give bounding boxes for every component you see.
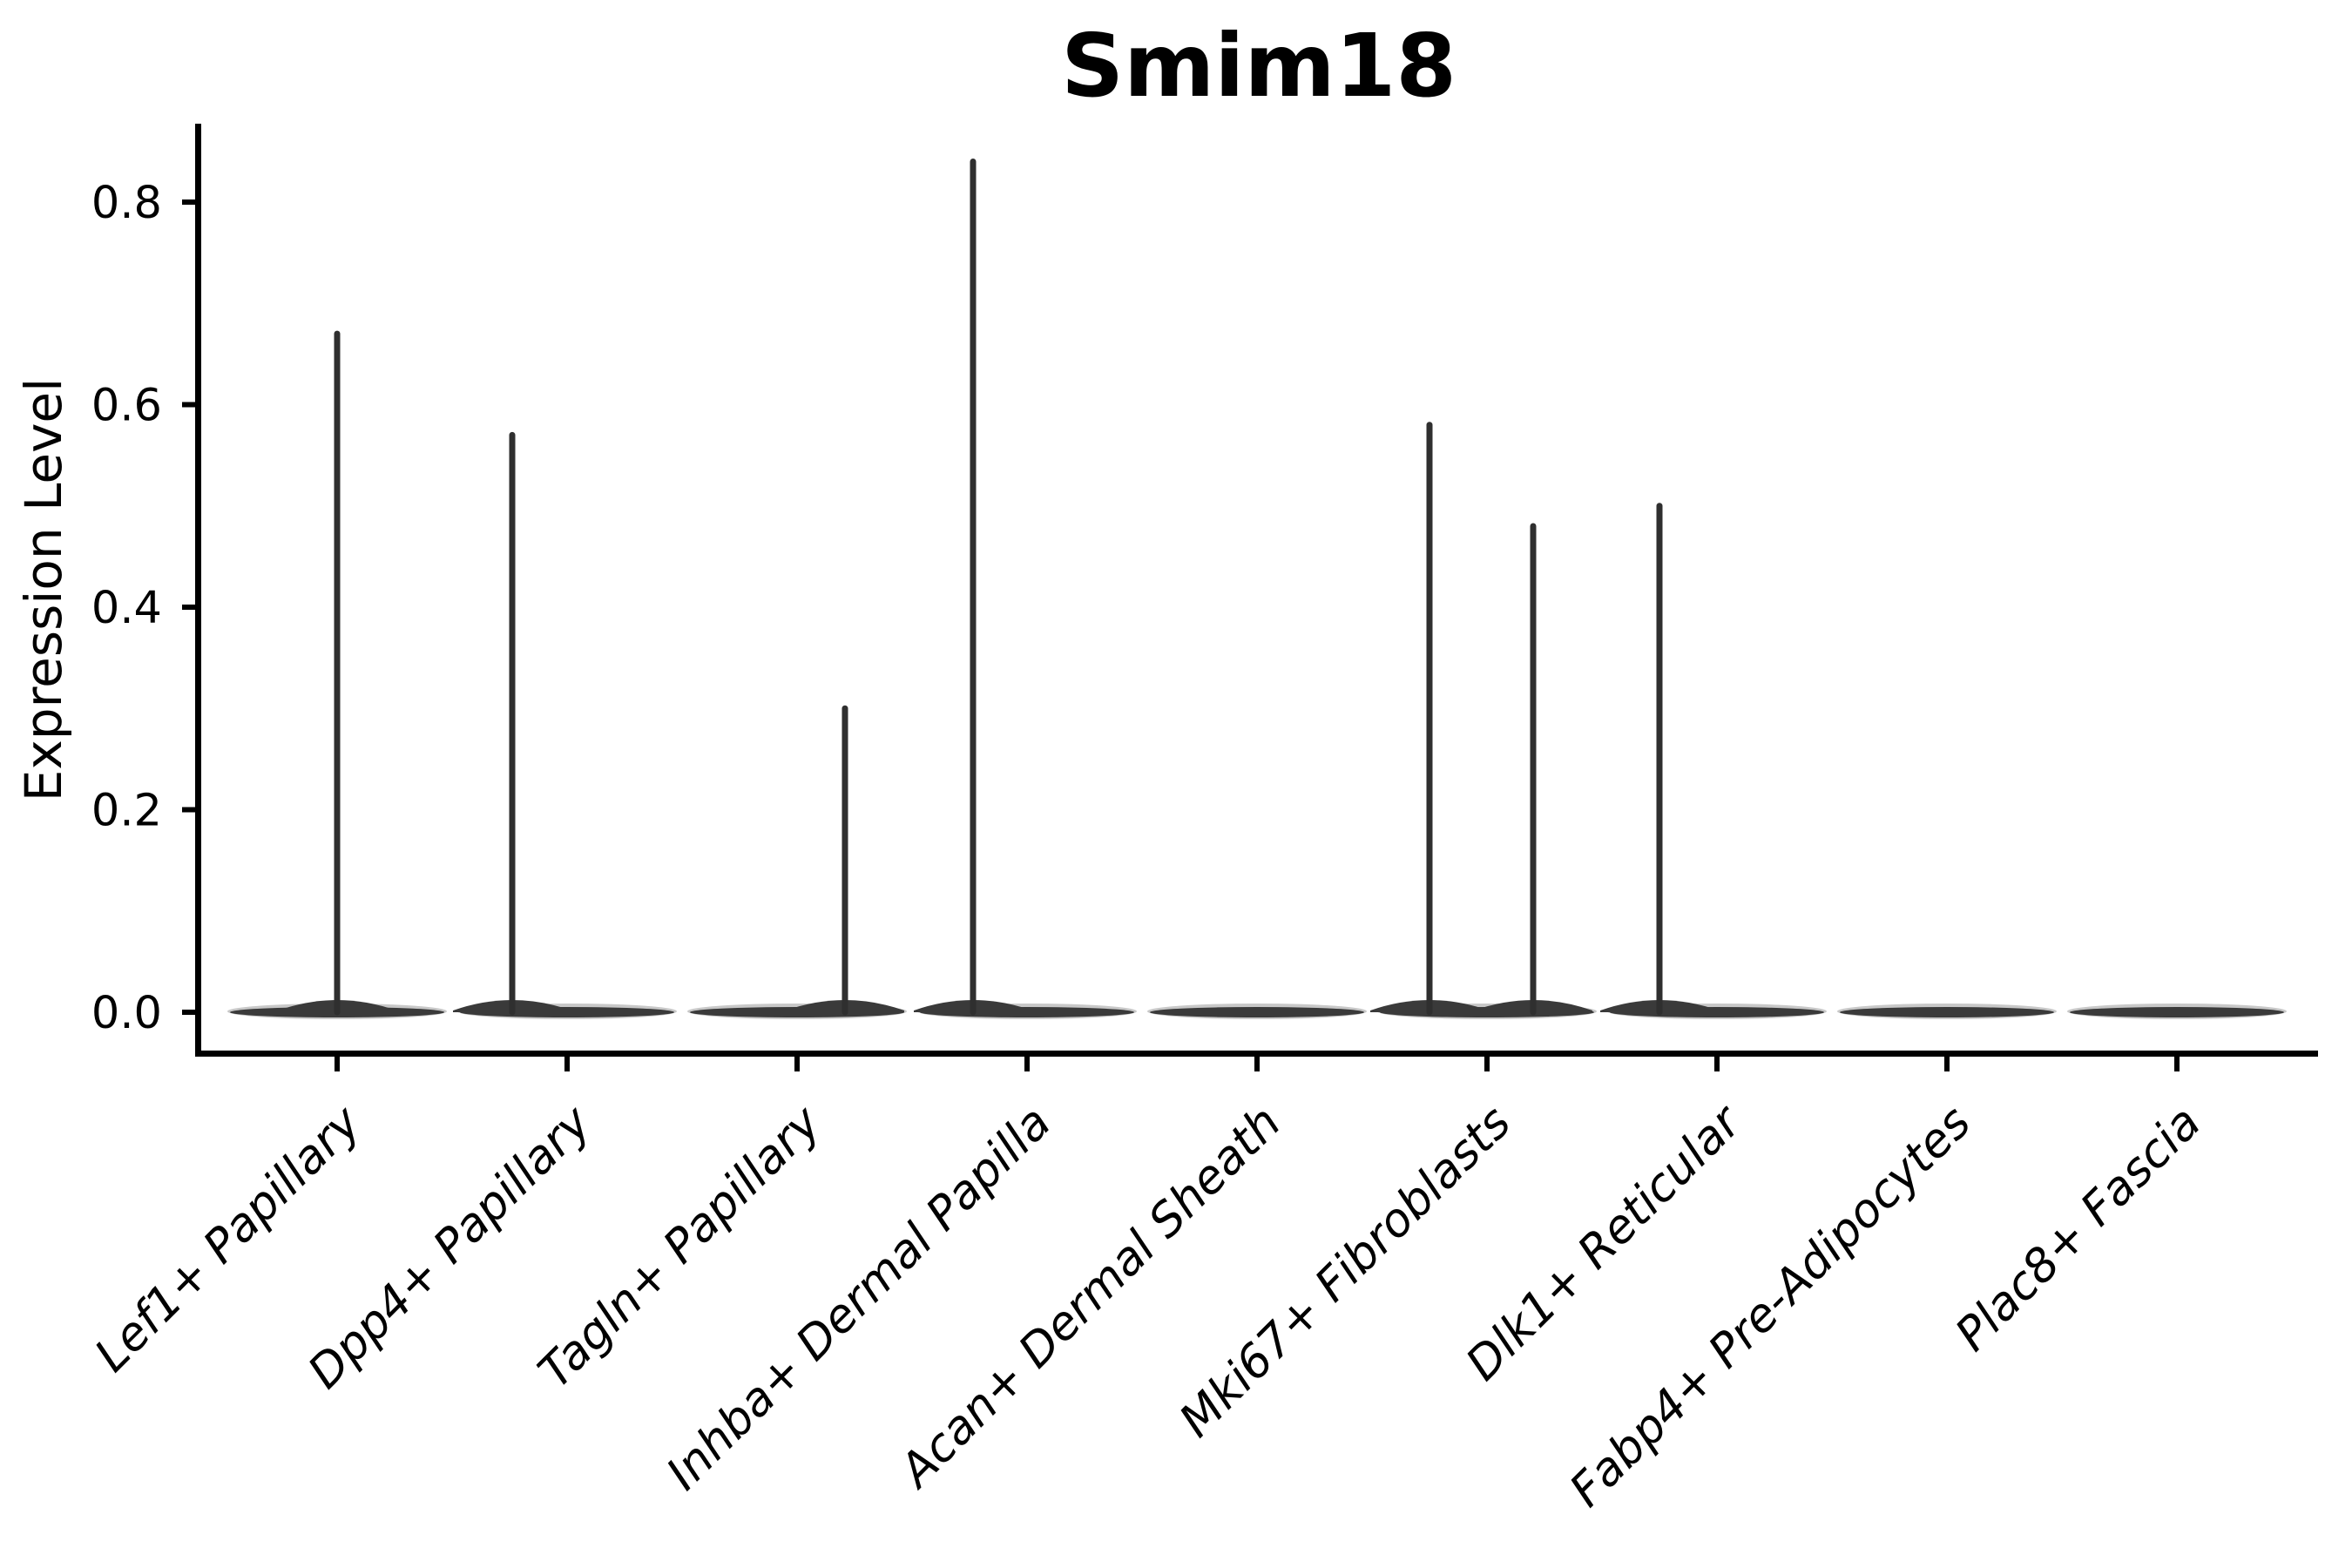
- violin: [1837, 1004, 2057, 1019]
- violin-layer: [227, 159, 2287, 1019]
- violin: [687, 705, 907, 1019]
- violin: [914, 159, 1137, 1019]
- violin: [227, 330, 447, 1019]
- x-tick-label: Inhba+ Dermal Papilla: [657, 1096, 1061, 1500]
- x-tick-label: Acan+ Dermal Sheath: [889, 1096, 1292, 1499]
- x-tick-label: Fabp4+ Pre-Adipocytes: [1560, 1096, 1982, 1517]
- violin-body: [1150, 1007, 1364, 1017]
- y-tick-label: 0.8: [91, 178, 162, 229]
- y-axis-label: Expression Level: [14, 378, 73, 801]
- violin-body: [2070, 1007, 2284, 1017]
- chart-title: Smim18: [1061, 15, 1456, 117]
- y-axis-spine: [195, 124, 201, 1056]
- violin: [453, 431, 677, 1019]
- x-axis-spine: [195, 1051, 2318, 1057]
- violin: [1147, 1004, 1367, 1019]
- violin: [1600, 503, 1827, 1019]
- violin: [2067, 1004, 2287, 1019]
- y-ticks-layer: 0.0 0.2 0.4 0.6 0.8: [91, 178, 197, 1039]
- violin: [1370, 422, 1597, 1019]
- x-tick-label: Plac8+ Fascia: [1945, 1096, 2211, 1362]
- violin-body: [1840, 1007, 2054, 1017]
- y-tick-label: 0.6: [91, 381, 162, 432]
- y-tick-label: 0.2: [91, 786, 162, 837]
- y-tick-label: 0.4: [91, 583, 162, 634]
- axes-layer: [195, 124, 2318, 1057]
- y-tick-label: 0.0: [91, 988, 162, 1039]
